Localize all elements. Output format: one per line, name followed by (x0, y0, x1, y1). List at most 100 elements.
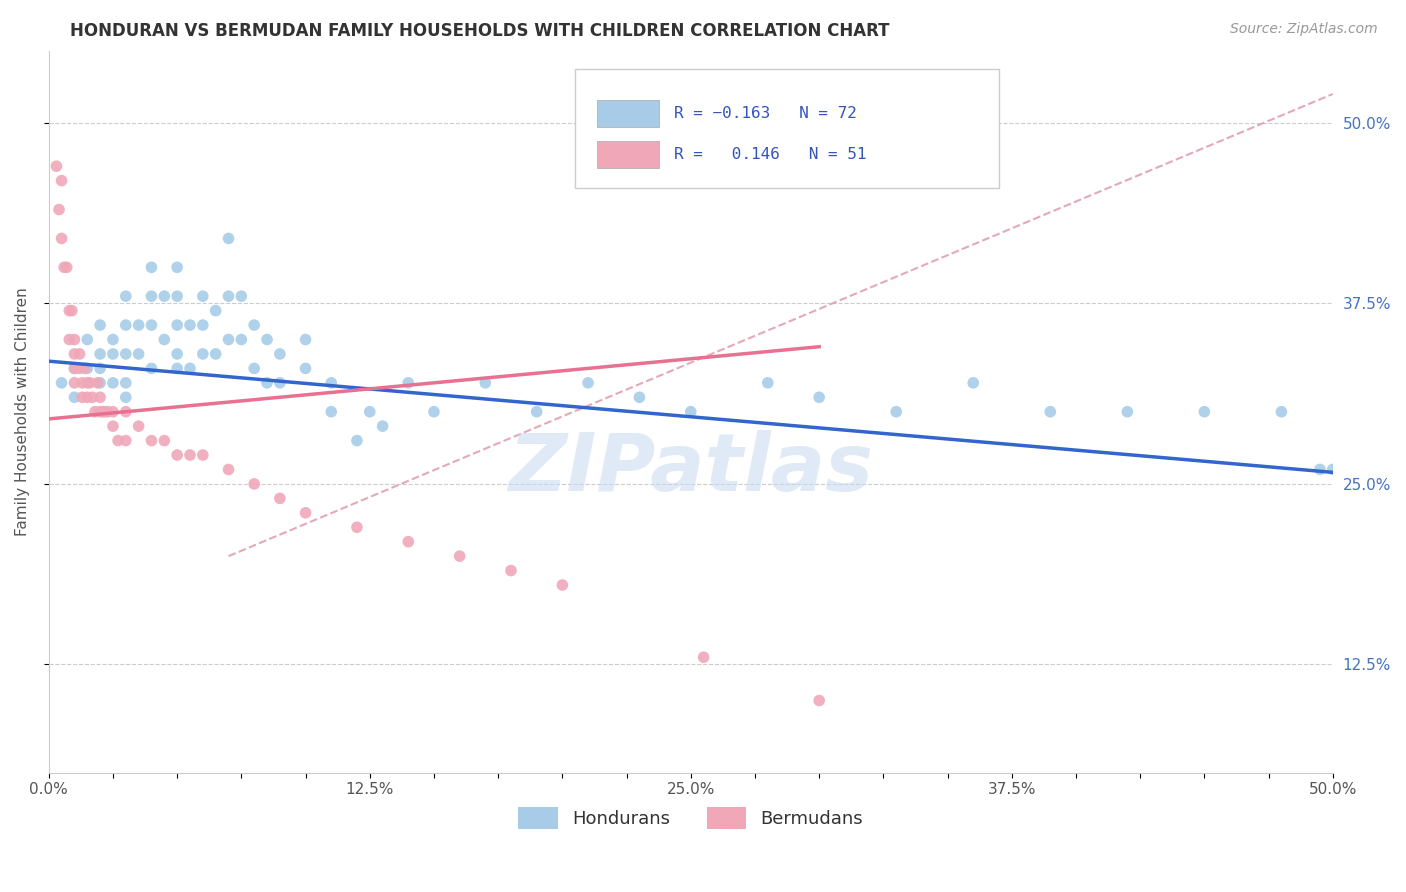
Point (1116, 405, 1139, 419)
Point (256, 333, 278, 347)
Point (97, 405, 120, 419)
Point (756, 376, 779, 390)
Point (128, 318, 150, 332)
Point (962, 376, 984, 390)
Point (114, 390, 136, 404)
Point (166, 260, 188, 275)
Point (63, 361, 86, 376)
Text: HONDURAN VS BERMUDAN FAMILY HOUSEHOLDS WITH CHILDREN CORRELATION CHART: HONDURAN VS BERMUDAN FAMILY HOUSEHOLDS W… (70, 22, 890, 40)
Point (1309, 462, 1331, 476)
Point (58, 303, 80, 318)
Point (114, 289, 136, 303)
Point (89, 318, 111, 332)
Point (55, 260, 77, 275)
Point (82, 390, 104, 404)
Point (114, 318, 136, 332)
FancyBboxPatch shape (575, 69, 998, 188)
Point (359, 405, 381, 419)
Point (84, 405, 107, 419)
Point (89, 405, 111, 419)
Point (218, 231, 240, 245)
Point (1322, 462, 1344, 476)
Point (79, 376, 101, 390)
Point (91, 405, 114, 419)
Point (526, 405, 548, 419)
Point (63, 333, 86, 347)
Legend: Hondurans, Bermudans: Hondurans, Bermudans (510, 799, 870, 836)
Point (179, 318, 201, 332)
Point (191, 347, 214, 361)
FancyBboxPatch shape (598, 141, 658, 169)
FancyBboxPatch shape (598, 100, 658, 128)
Point (63, 376, 86, 390)
Point (89, 376, 111, 390)
Point (204, 303, 226, 318)
Point (51, 231, 73, 245)
Point (101, 347, 124, 361)
Point (141, 361, 163, 376)
Point (269, 491, 291, 506)
Point (89, 361, 111, 376)
Text: Source: ZipAtlas.com: Source: ZipAtlas.com (1230, 22, 1378, 37)
Point (114, 347, 136, 361)
Point (321, 405, 343, 419)
Point (243, 361, 266, 376)
Point (141, 260, 163, 275)
Point (45, 159, 67, 173)
Point (63, 390, 86, 404)
Point (346, 520, 368, 534)
Point (69, 361, 91, 376)
Point (94, 405, 117, 419)
Point (396, 376, 419, 390)
Point (191, 289, 214, 303)
Point (294, 506, 316, 520)
Point (269, 347, 291, 361)
Point (294, 333, 316, 347)
Point (89, 347, 111, 361)
Point (191, 318, 214, 332)
Point (107, 434, 129, 448)
Point (179, 448, 201, 462)
Point (231, 289, 253, 303)
Point (808, 693, 831, 707)
Point (89, 390, 111, 404)
Point (346, 434, 368, 448)
Point (218, 289, 240, 303)
Point (474, 376, 496, 390)
Point (1039, 405, 1062, 419)
Point (141, 318, 163, 332)
Point (76, 361, 98, 376)
Point (576, 376, 599, 390)
Point (191, 448, 214, 462)
Point (76, 333, 98, 347)
Point (321, 376, 343, 390)
Point (153, 434, 176, 448)
Point (69, 347, 91, 361)
Point (153, 333, 176, 347)
Point (808, 390, 831, 404)
Point (396, 534, 419, 549)
Point (423, 405, 446, 419)
Point (70, 376, 93, 390)
Point (70, 390, 93, 404)
Point (101, 405, 124, 419)
Point (204, 347, 226, 361)
Point (371, 419, 394, 434)
Point (63, 347, 86, 361)
Point (114, 376, 136, 390)
Point (679, 405, 702, 419)
Point (51, 376, 73, 390)
Point (166, 318, 188, 332)
Point (73, 361, 96, 376)
Point (114, 434, 136, 448)
Point (63, 361, 86, 376)
Point (128, 347, 150, 361)
Point (269, 376, 291, 390)
Point (114, 405, 136, 419)
Point (499, 564, 522, 578)
Point (153, 289, 176, 303)
Point (48, 202, 70, 217)
Point (243, 318, 266, 332)
Point (101, 333, 124, 347)
Point (128, 419, 150, 434)
